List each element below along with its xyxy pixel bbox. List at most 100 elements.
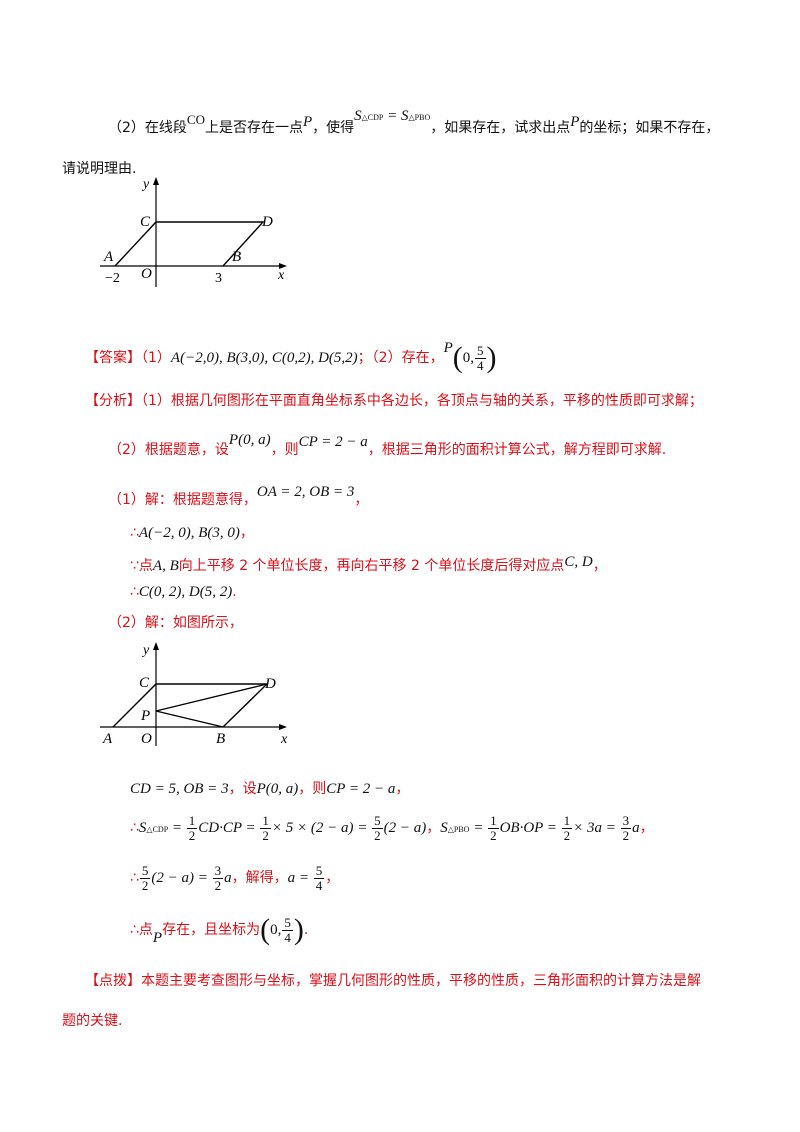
q2-co: CO	[186, 112, 205, 127]
sol2-solve-text: ，解得，	[231, 870, 288, 886]
sol2-sep: ，	[426, 820, 441, 836]
sol1-l2a: 点	[138, 558, 153, 574]
solution-2-line-1: CD = 5, OB = 3，设P(0, a)，则CP = 2 − a，	[130, 778, 409, 798]
fig2-label-d: D	[264, 676, 276, 692]
sol2-l4-p: P	[152, 930, 163, 946]
figure-2-coordinate-plane: y C D P A O B x	[100, 642, 288, 747]
sol1-oa-ob: OA = 2, OB = 3	[256, 484, 355, 500]
sol2-cp: CP = 2 − a	[326, 781, 396, 797]
analysis-cp: CP = 2 − a	[298, 434, 368, 450]
therefore-symbol: ∴	[130, 922, 139, 938]
fig1-x-arrow	[279, 263, 287, 269]
fig2-parallelogram	[112, 683, 269, 728]
tip-line-1: 【点拨】本题主要考查图形与坐标，掌握几何图形的性质，平移的性质，三角形面积的计算…	[85, 970, 701, 990]
sol1-l1-end: ，	[239, 525, 254, 541]
solution-1-line-3: ∴C(0, 2), D(5, 2).	[130, 584, 237, 601]
fig2-label-p: P	[140, 708, 150, 724]
answer-line: 【答案】（1）A(−2,0), B(3,0), C(0,2), D(5,2)；（…	[85, 328, 497, 374]
answer-label: 【答案】	[85, 350, 141, 366]
sol1-l3-end: .	[232, 584, 237, 600]
fig2-label-a: A	[102, 731, 113, 747]
solution-1-line-1: ∴A(−2, 0), B(3, 0)，	[130, 522, 254, 542]
q2-p2: P	[570, 114, 580, 130]
q2-equation: S△CDP = S△PBO	[354, 108, 431, 124]
fig1-label-x: x	[277, 268, 285, 283]
analysis-text-1: （1）根据几何图形在平面直角坐标系中各边长，各顶点与轴的关系，平移的性质即可求解…	[141, 393, 703, 409]
fig2-segment-pd	[155, 683, 268, 712]
therefore-symbol: ∴	[130, 525, 139, 541]
fig2-label-c: C	[139, 675, 150, 691]
fig1-label-3: 3	[215, 271, 222, 286]
solution-2-head: （2）解：如图所示，	[108, 615, 243, 631]
fig1-label-a: A	[103, 249, 114, 265]
therefore-symbol: ∴	[130, 584, 139, 600]
solution-2-line-3: ∴ 5 2 (2 − a) = 3 2 a，解得，a = 5 4，	[130, 858, 339, 898]
fig1-parallelogram	[114, 221, 265, 267]
fig2-label-o: O	[141, 731, 152, 747]
sol2-l4b: 存在，且坐标为	[162, 922, 261, 938]
sol2-l4a: 点	[138, 922, 153, 938]
fig1-y-arrow	[153, 177, 159, 185]
sol1-l2b: 向上平移 2 个单位长度，再向右平移 2 个单位长度后得对应点	[178, 558, 565, 574]
tip-line-2: 题的关键.	[62, 1013, 123, 1029]
sol2-p0a: P(0, a)	[256, 781, 299, 797]
sol2-line2-end: ，	[639, 820, 654, 836]
answer-part1: （1）	[141, 350, 171, 366]
analysis-text-2b: ，则	[270, 442, 299, 458]
sol2-line1d: ，则	[298, 781, 327, 797]
tip-text-1: 本题主要考查图形与坐标，掌握几何图形的性质，平移的性质，三角形面积的计算方法是解	[141, 973, 701, 989]
fig2-x-arrow	[279, 724, 287, 730]
answer-part2: ；（2）存在，	[357, 350, 444, 366]
fig1-label-neg2: −2	[105, 271, 120, 286]
question-2-line-1: （2）在线段CO上是否存在一点P，使得S△CDP = S△PBO，如果存在，试求…	[108, 108, 719, 137]
sol1-cd-coords: C(0, 2), D(5, 2)	[138, 584, 233, 600]
fig1-label-o: O	[141, 266, 152, 282]
therefore-symbol: ∴	[130, 820, 139, 836]
q2-part2: 上是否存在一点	[204, 120, 303, 136]
fig1-label-b: B	[232, 249, 241, 265]
fig1-label-y: y	[141, 177, 150, 192]
analysis-text-2a: （2）根据题意，设	[108, 442, 229, 458]
p-coordinate: (0, 5 4)	[260, 913, 304, 946]
analysis-text-2c: ，根据三角形的面积计算公式，解方程即可求解.	[367, 442, 667, 458]
answer-p: P	[443, 340, 453, 356]
sol1-l2-ab: A, B	[152, 558, 179, 574]
analysis-line-2: （2）根据题意，设P(0, a)，则CP = 2 − a，根据三角形的面积计算公…	[108, 432, 666, 459]
q2-p: P	[302, 114, 313, 130]
sol1-comma: ，	[354, 492, 369, 508]
tip-label: 【点拨】	[85, 973, 141, 989]
question-2-line-2: 请说明理由.	[62, 161, 137, 177]
fig2-label-b: B	[216, 731, 225, 747]
fig1-label-c: C	[140, 214, 151, 230]
fig2-y-arrow	[153, 642, 159, 650]
fig2-label-x: x	[280, 732, 288, 747]
sol2-l3-end: ，	[325, 870, 340, 886]
sol1-ab-coords: A(−2, 0), B(3, 0)	[138, 525, 240, 541]
area-cdp-expression: S△CDP = 1 2 CD·CP = 1 2 × 5 × (2 − a) = 5 2 (2…	[138, 813, 427, 844]
analysis-p0a: P(0, a)	[228, 432, 271, 448]
solution-1-head: （1）解：根据题意得，OA = 2, OB = 3，	[108, 484, 368, 509]
q2-part3: ，使得	[312, 120, 355, 136]
therefore-symbol: ∴	[130, 870, 139, 886]
fig1-label-d: D	[261, 214, 273, 230]
answer-point: (0, 5 4)	[452, 341, 497, 374]
sol1-l2-end: ，	[592, 558, 607, 574]
analysis-label: 【分析】	[85, 393, 141, 409]
sol2-line1b: ，设	[228, 781, 257, 797]
analysis-line-1: 【分析】（1）根据几何图形在平面直角坐标系中各边长，各顶点与轴的关系，平移的性质…	[85, 390, 703, 410]
sol1-l2-cd: C, D	[564, 554, 593, 570]
fig2-label-y: y	[141, 643, 150, 658]
figure-1-coordinate-plane: y C D A B O −2 3 x	[100, 177, 287, 287]
q2-part5: 的坐标；如果不存在，	[579, 120, 720, 136]
sol2-l4-end: .	[303, 922, 309, 938]
fig2-segment-pb	[155, 710, 224, 728]
solution-2-line-2: ∴S△CDP = 1 2 CD·CP = 1 2 × 5 × (2 − a) = 5 2(…	[130, 808, 654, 848]
solution-2-line-4: ∴点P存在，且坐标为(0, 5 4).	[130, 910, 308, 950]
sol2-line1f: ，	[395, 781, 410, 797]
solution-1-line-2: ∵点A, B向上平移 2 个单位长度，再向右平移 2 个单位长度后得对应点C, …	[130, 554, 607, 575]
sol2-cd-ob: CD = 5, OB = 3	[130, 781, 229, 797]
q2-part4: ，如果存在，试求出点	[430, 120, 571, 136]
